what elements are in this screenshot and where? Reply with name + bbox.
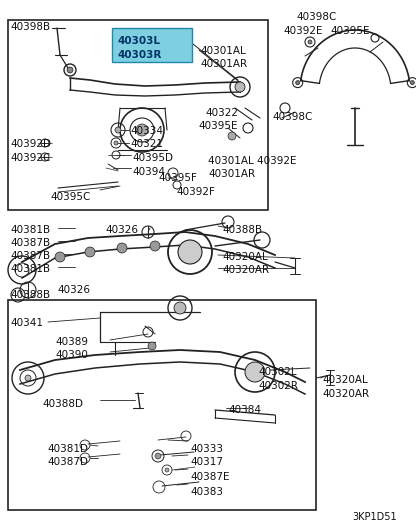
Text: 40398C: 40398C [272, 112, 312, 122]
Text: 40341: 40341 [10, 318, 43, 328]
Text: 40392C: 40392C [10, 153, 50, 163]
Circle shape [115, 127, 121, 133]
Circle shape [174, 302, 186, 314]
Circle shape [85, 247, 95, 257]
Text: 40390: 40390 [55, 350, 88, 360]
Circle shape [136, 124, 148, 136]
Circle shape [55, 252, 65, 262]
Text: 40388B: 40388B [222, 225, 262, 235]
Text: 40389: 40389 [55, 337, 88, 347]
Circle shape [148, 342, 156, 350]
Text: 40395E: 40395E [330, 26, 369, 36]
Bar [112, 28, 192, 62]
Circle shape [114, 141, 118, 145]
Circle shape [117, 243, 127, 253]
Circle shape [235, 82, 245, 92]
Text: 40392F: 40392F [176, 187, 215, 197]
Circle shape [228, 132, 236, 140]
Text: 40326: 40326 [105, 225, 138, 235]
Text: 40387B: 40387B [10, 238, 50, 248]
Circle shape [165, 468, 169, 472]
Bar [8, 300, 316, 510]
Circle shape [25, 375, 31, 381]
Text: 40320AR: 40320AR [222, 265, 269, 275]
Circle shape [67, 67, 73, 73]
Text: 40334: 40334 [130, 126, 163, 136]
Text: 40320AR: 40320AR [322, 389, 369, 399]
Text: 40394: 40394 [132, 167, 165, 177]
Circle shape [296, 81, 300, 84]
Text: 40301AR: 40301AR [200, 59, 247, 69]
Text: 40398C: 40398C [296, 12, 337, 22]
Text: 40303L: 40303L [118, 36, 161, 46]
Text: 40395F: 40395F [158, 173, 197, 183]
Text: 40320AL: 40320AL [222, 252, 268, 262]
Text: 40381D: 40381D [47, 444, 88, 454]
Circle shape [178, 240, 202, 264]
Text: 40322: 40322 [205, 108, 238, 118]
Text: 40317: 40317 [190, 457, 223, 467]
Circle shape [245, 362, 265, 382]
Text: 40388D: 40388D [42, 399, 83, 409]
Circle shape [410, 81, 414, 84]
Text: 40384: 40384 [228, 405, 261, 415]
Text: 40392E: 40392E [283, 26, 322, 36]
Circle shape [155, 453, 161, 459]
Text: 40301AL 40392E: 40301AL 40392E [208, 156, 297, 166]
Text: 40395C: 40395C [50, 192, 90, 202]
Text: 40398B: 40398B [10, 22, 50, 32]
Text: 40333: 40333 [190, 444, 223, 454]
Text: 40326: 40326 [57, 285, 90, 295]
Text: 40387E: 40387E [190, 472, 230, 482]
Text: 40301AL: 40301AL [200, 46, 246, 56]
Text: 3KP1D51: 3KP1D51 [352, 512, 396, 522]
Text: 40320AL: 40320AL [322, 375, 368, 385]
Text: 40321: 40321 [130, 139, 163, 149]
Text: 40383: 40383 [190, 487, 223, 497]
Text: 40395D: 40395D [132, 153, 173, 163]
Text: 40302L: 40302L [258, 367, 297, 377]
Circle shape [308, 40, 312, 44]
Text: 40381B: 40381B [10, 264, 50, 274]
Circle shape [150, 241, 160, 251]
Text: 40395E: 40395E [198, 121, 238, 131]
Text: 40392D: 40392D [10, 139, 51, 149]
Text: 40303R: 40303R [118, 50, 162, 60]
Bar [8, 20, 268, 210]
Text: 40387D: 40387D [47, 457, 88, 467]
Text: 40388B: 40388B [10, 290, 50, 300]
Text: 40387B: 40387B [10, 251, 50, 261]
Text: 40381B: 40381B [10, 225, 50, 235]
Text: 40302R: 40302R [258, 381, 298, 391]
Text: 40301AR: 40301AR [208, 169, 255, 179]
